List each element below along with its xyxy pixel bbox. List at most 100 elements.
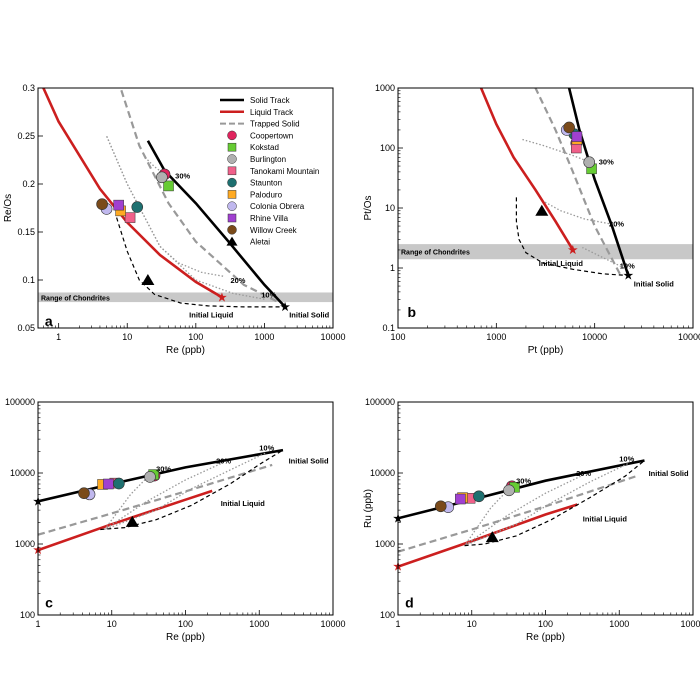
- series-crystallization: [100, 449, 284, 531]
- series-liquid-track: [42, 88, 223, 299]
- y-axis-label: Pt/Os: [363, 195, 374, 220]
- x-tick-label: 1: [395, 619, 400, 629]
- annotation: Initial Solid: [634, 280, 674, 289]
- annotation: 10%: [620, 262, 635, 271]
- panel-b: Range of Chondrites ★ ★ 30% 20% 10% Initial Li…: [363, 83, 700, 356]
- x-tick-label: 100000: [678, 332, 700, 342]
- point-burlington: [583, 156, 596, 168]
- annotation: Initial Solid: [289, 311, 329, 320]
- series-solid-track: [146, 140, 287, 308]
- legend-swatch: [227, 142, 237, 152]
- series-mixing-20: [464, 475, 581, 547]
- chondrite-range-band: [38, 292, 333, 303]
- point-tanokami-mountain: [124, 212, 136, 223]
- annotation: 10%: [619, 455, 634, 464]
- x-tick-label: 10: [107, 619, 117, 629]
- x-tick-label: 10: [467, 619, 477, 629]
- y-tick-label: 100000: [365, 397, 395, 407]
- x-tick-label: 1: [35, 619, 40, 629]
- annotation: 20%: [230, 276, 245, 285]
- point-rhine-villa: [571, 131, 583, 142]
- annotation: 30%: [599, 157, 614, 166]
- point-rhine-villa: [455, 493, 466, 505]
- point-tanokami-mountain: [571, 142, 582, 154]
- x-tick-label: 1000: [609, 619, 629, 629]
- point-aletai: [141, 274, 155, 285]
- series-mixing-20: [104, 463, 221, 531]
- legend-entry: Rhine Villa: [250, 214, 289, 223]
- series-solid-track: [398, 459, 645, 520]
- annotation: 10%: [261, 290, 276, 299]
- x-tick-label: 100: [178, 619, 193, 629]
- legend-entry: Trapped Solid: [250, 120, 300, 129]
- legend-entry: Paloduro: [250, 190, 283, 199]
- plot-frame: [37, 401, 334, 616]
- point-kokstad: [163, 180, 174, 192]
- panel-letter: b: [408, 304, 417, 320]
- point-staunton: [131, 201, 144, 213]
- x-axis-label: Re (ppb): [526, 632, 565, 643]
- initial-solid-star: ★: [280, 301, 290, 313]
- annotation: 30%: [516, 477, 531, 486]
- legend-entry: Kokstad: [250, 143, 279, 152]
- annotation: 30%: [156, 465, 171, 474]
- panel-letter: d: [405, 595, 414, 611]
- annotation: 30%: [175, 171, 190, 180]
- annotation: 20%: [576, 469, 591, 478]
- point-aletai: [485, 531, 499, 543]
- series-mixing-10: [464, 463, 628, 547]
- y-tick-label: 0.2: [22, 179, 35, 189]
- point-staunton: [473, 490, 485, 503]
- annotation: 10%: [259, 443, 274, 452]
- y-tick-label: 0.05: [17, 323, 35, 333]
- series-mixing-30: [464, 487, 511, 546]
- x-tick-label: 10: [122, 332, 132, 342]
- series-mixing-30: [104, 474, 151, 530]
- point-aletai: [125, 515, 139, 527]
- annotation: Initial Liquid: [539, 259, 584, 268]
- legend-swatch: [227, 213, 237, 223]
- annotation: Initial Liquid: [221, 499, 266, 508]
- panel-letter: a: [45, 313, 53, 329]
- x-tick-label: 10000: [320, 619, 345, 629]
- series-trapped-solid: [119, 88, 277, 303]
- series-mixing-10: [582, 246, 625, 269]
- point-aletai: [535, 204, 549, 216]
- plot-frame: [37, 87, 334, 329]
- y-tick-label: 100: [20, 610, 35, 620]
- y-tick-label: 10000: [10, 468, 35, 478]
- y-tick-label: 0.3: [22, 83, 35, 93]
- legend-swatch: [227, 201, 237, 211]
- y-tick-label: 10000: [370, 468, 395, 478]
- y-tick-label: 10: [385, 203, 395, 213]
- x-axis-label: Re (ppb): [166, 632, 205, 643]
- annotation: Initial Liquid: [583, 514, 628, 523]
- annotation: 20%: [216, 456, 231, 465]
- legend-entry: Solid Track: [250, 96, 291, 105]
- series-crystallization: [116, 217, 286, 308]
- y-tick-label: 1: [390, 263, 395, 273]
- series-liquid-track: [479, 88, 575, 251]
- x-axis-label: Pt (ppb): [528, 345, 564, 356]
- legend-swatch: [227, 177, 237, 188]
- legend-swatch: [227, 166, 237, 176]
- point-rhine-villa: [103, 478, 114, 490]
- y-tick-label: 0.1: [22, 275, 35, 285]
- legend-swatch: [227, 190, 237, 199]
- y-axis-label: Re/Os: [3, 194, 14, 222]
- x-tick-label: 10000: [680, 619, 700, 629]
- annotation: 20%: [609, 220, 624, 229]
- y-tick-label: 100: [380, 610, 395, 620]
- series-liquid-track: [38, 489, 213, 552]
- series-trapped-solid: [398, 475, 637, 553]
- series-mixing-20: [542, 200, 610, 225]
- panel-a: Range of Chondrites ★ ★ 30% 20% 10% Initial Li…: [3, 83, 346, 356]
- legend-entry: Burlington: [250, 155, 286, 164]
- legend-entry: Tanokami Mountain: [250, 167, 319, 176]
- legend-entry: Aletai: [250, 238, 270, 247]
- legend-entry: Coopertown: [250, 131, 293, 140]
- series-trapped-solid: [534, 88, 621, 275]
- annotation: Initial Solid: [289, 456, 329, 465]
